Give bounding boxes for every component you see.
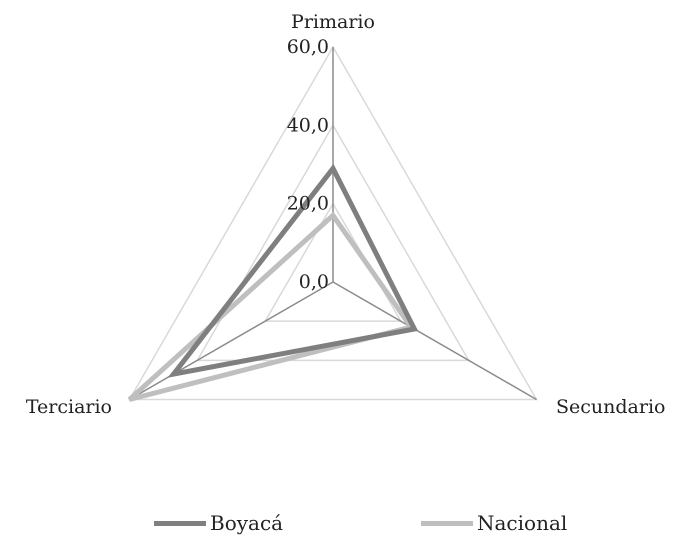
grid-ring-3 [128, 45, 538, 401]
legend: Boyacá Nacional [0, 511, 686, 541]
tick-label-2: 40,0 [287, 114, 329, 136]
legend-label-boyaca: Boyacá [210, 511, 284, 535]
series-line-boyaca [167, 163, 419, 378]
legend-label-nacional: Nacional [477, 511, 568, 535]
legend-item-nacional: Nacional [421, 511, 567, 535]
axis-label-primario: Primario [291, 11, 375, 33]
series-line-nacional [127, 211, 416, 402]
tick-label-3: 60,0 [287, 36, 329, 58]
legend-swatch-nacional [421, 520, 473, 526]
radar-series [127, 163, 419, 402]
radar-axis-labels: Primario Secundario Terciario [26, 11, 666, 418]
legend-swatch-boyaca [154, 520, 206, 526]
grid-ring-2 [196, 123, 470, 362]
spoke-1 [332, 281, 537, 401]
tick-label-0: 0,0 [299, 271, 329, 293]
legend-item-boyaca: Boyacá [154, 511, 283, 535]
spoke-2 [129, 281, 334, 401]
radar-tick-labels: 0,0 20,0 40,0 60,0 [287, 36, 329, 293]
tick-label-1: 20,0 [287, 193, 329, 215]
axis-label-terciario: Terciario [26, 396, 112, 418]
axis-label-secundario: Secundario [556, 396, 665, 418]
